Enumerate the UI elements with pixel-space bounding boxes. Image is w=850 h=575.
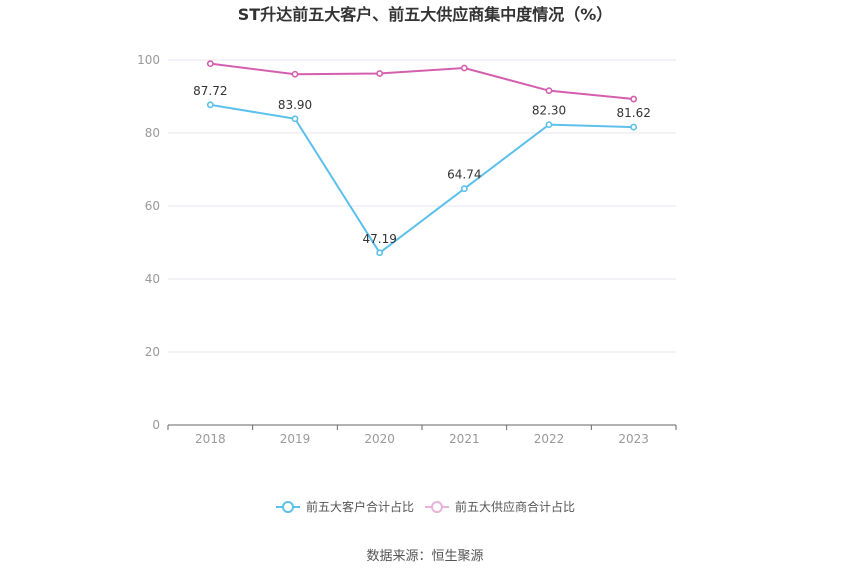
x-tick-label: 2019 (280, 432, 311, 446)
data-label: 81.62 (616, 106, 650, 120)
y-tick-label: 80 (145, 126, 160, 140)
data-point[interactable] (460, 64, 468, 72)
data-point[interactable] (545, 87, 553, 95)
grid (168, 59, 676, 353)
data-point[interactable] (545, 121, 553, 129)
series-line-customers (210, 103, 634, 255)
data-label: 47.19 (362, 232, 396, 246)
legend-marker (431, 501, 443, 513)
data-labels: 87.72 83.90 47.19 64.74 82.30 81.62 (193, 84, 651, 246)
data-point[interactable] (291, 70, 299, 78)
legend-marker (282, 501, 294, 513)
x-tick-label: 2022 (534, 432, 565, 446)
x-tick-label: 2021 (449, 432, 480, 446)
data-point[interactable] (630, 123, 638, 131)
legend-label: 前五大客户合计占比 (306, 499, 414, 514)
data-point[interactable] (460, 185, 468, 193)
data-label: 83.90 (278, 98, 312, 112)
data-point[interactable] (630, 95, 638, 103)
series-layer (206, 60, 638, 257)
legend[interactable]: 前五大客户合计占比 前五大供应商合计占比 (276, 499, 575, 514)
data-point[interactable] (376, 249, 384, 257)
data-point[interactable] (206, 60, 214, 68)
data-label: 87.72 (193, 84, 227, 98)
data-label: 64.74 (447, 168, 481, 182)
y-axis: 0 20 40 60 80 100 (137, 53, 160, 432)
legend-item-suppliers[interactable]: 前五大供应商合计占比 (425, 499, 575, 514)
y-tick-label: 20 (145, 345, 160, 359)
x-axis: 2018 2019 2020 2021 2022 2023 (167, 424, 677, 446)
data-point[interactable] (206, 101, 214, 109)
legend-item-customers[interactable]: 前五大客户合计占比 (276, 499, 414, 514)
y-tick-label: 60 (145, 199, 160, 213)
legend-label: 前五大供应商合计占比 (455, 499, 575, 514)
x-tick-label: 2018 (195, 432, 226, 446)
y-tick-label: 100 (137, 53, 160, 67)
series-line-suppliers (210, 62, 634, 101)
data-point[interactable] (376, 70, 384, 77)
source-note: 数据来源：恒生聚源 (366, 549, 483, 564)
y-tick-label: 0 (152, 418, 160, 432)
x-tick-label: 2020 (364, 432, 395, 446)
data-point[interactable] (291, 115, 299, 123)
x-tick-label: 2023 (618, 432, 649, 446)
chart-title: ST升达前五大客户、前五大供应商集中度情况（%） (238, 5, 612, 24)
data-label: 82.30 (532, 104, 566, 118)
y-tick-label: 40 (145, 272, 160, 286)
